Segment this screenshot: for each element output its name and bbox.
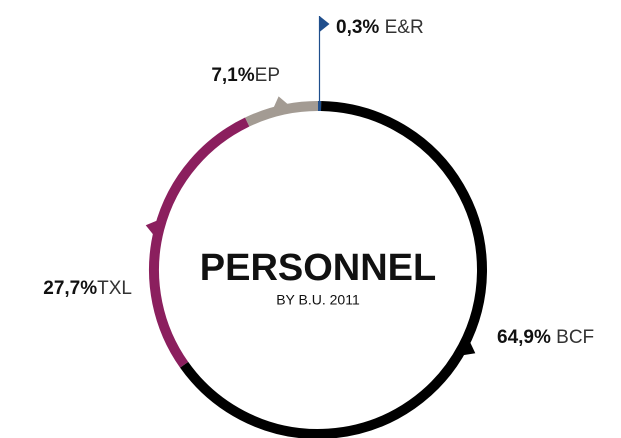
segment-label: 0,3% E&R [336,17,424,38]
category-label: EP [255,65,280,86]
category-label: E&R [385,17,424,38]
pointer [462,341,476,356]
value-label: 0,3% [336,17,379,38]
value-label: 64,9% [497,327,551,348]
donut-segment [245,101,319,127]
pointer-flag [319,16,330,32]
value-label: 27,7% [43,278,97,299]
pointer [273,96,289,109]
category-label: BCF [556,327,594,348]
pointer [145,220,158,236]
donut-segment [149,117,250,368]
donut-segment [180,101,487,438]
chart-title: PERSONNEL [200,247,436,289]
segment-label: 64,9% BCF [497,327,594,348]
chart-subtitle: BY B.U. 2011 [276,292,360,308]
segment-label: 27,7%TXL [43,278,132,299]
category-label: TXL [97,278,132,299]
segment-label: 7,1%EP [211,65,280,86]
value-label: 7,1% [211,65,254,86]
